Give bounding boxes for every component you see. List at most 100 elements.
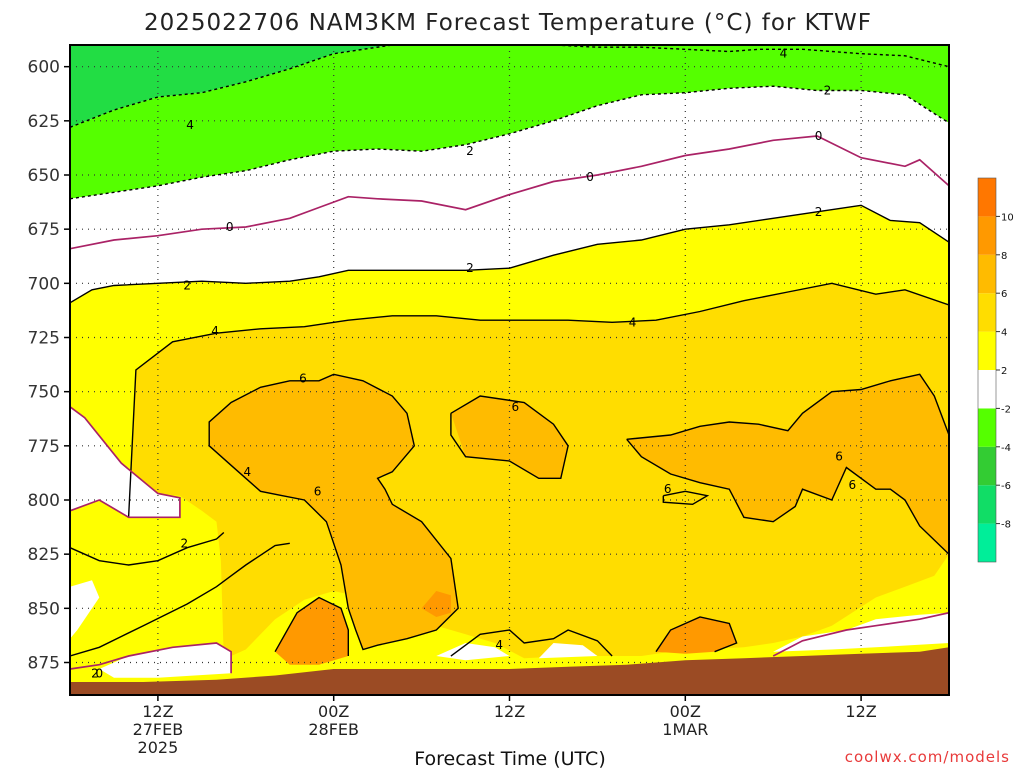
temperature-band-8 [275, 597, 349, 665]
contour-label-extra-6: 4 [211, 324, 219, 338]
contour-label-5: 6 [299, 372, 307, 386]
shaded-temperature-bands [70, 45, 949, 695]
y-tick-label-875: 875 [28, 654, 60, 674]
contour-label-3: 2 [466, 261, 474, 275]
contour-label-extra-4: 2 [815, 205, 823, 219]
temperature-band-5 [209, 374, 459, 650]
contour-label-15: 0 [95, 666, 103, 680]
contour-label-1: 2 [466, 144, 474, 158]
y-tick-label-725: 725 [28, 329, 60, 349]
temperature-band-12 [70, 580, 100, 639]
contour-label-extra-7: 4 [243, 465, 251, 479]
contour-label-12: 2 [180, 536, 188, 550]
contour-line-4 [127, 282, 949, 518]
colorbar-label-7: 8 [1001, 251, 1007, 262]
y-tick-label-750: 750 [28, 383, 60, 403]
temperature-band-7 [626, 374, 949, 555]
temperature-band-10 [421, 591, 451, 617]
contour-line-1 [70, 85, 949, 200]
x-tick-label-30-0: 12Z [494, 702, 525, 721]
y-tick-label-825: 825 [28, 545, 60, 565]
contour-line-12 [70, 531, 225, 566]
contour-label-extra-3: 0 [226, 220, 234, 234]
y-axis: 600 625 650 675 700 725 750 775 800 825 850 875 [28, 58, 70, 674]
colorbar-swatch-4 [978, 370, 996, 409]
temperature-band-15 [538, 643, 598, 659]
colorbar-label-8: 10 [1001, 212, 1014, 223]
colorbar-label-0: -8 [1001, 520, 1011, 531]
y-tick-label-800: 800 [28, 491, 60, 511]
contour-label-extra-0: 4 [780, 47, 788, 61]
x-tick-label-42-1: 1MAR [662, 720, 708, 739]
temperature-band-13 [99, 643, 232, 678]
terrain [70, 647, 949, 695]
contour-line-13 [70, 542, 290, 657]
contour-line-10 [655, 616, 738, 653]
contour-line-3 [70, 204, 949, 304]
credit-text: coolwx.com/models [845, 748, 1010, 766]
ground-terrain [70, 647, 949, 695]
contour-lines [70, 45, 949, 674]
contour-line-7 [626, 373, 949, 440]
y-tick-label-775: 775 [28, 437, 60, 457]
temperature-band-9 [656, 617, 737, 654]
colorbar-label-1: -6 [1001, 481, 1011, 492]
chart-title: 2025022706 NAM3KM Forecast Temperature (… [144, 10, 872, 36]
x-tick-label-18-1: 28FEB [308, 720, 359, 739]
contour-line-9 [274, 596, 349, 656]
y-tick-label-600: 600 [28, 58, 60, 78]
contour-label-4: 4 [629, 315, 637, 329]
y-tick-label-700: 700 [28, 274, 60, 294]
contour-label-extra-1: 2 [824, 84, 832, 98]
contour-line-6 [450, 395, 569, 479]
contour-label-13: 2 [91, 666, 99, 680]
x-tick-label-54-0: 12Z [845, 702, 876, 721]
contour-label-extra-2: 0 [815, 129, 823, 143]
temperature-band-14 [436, 643, 510, 661]
contour-line-14 [450, 629, 613, 657]
x-tick-label-42-0: 00Z [670, 702, 701, 721]
x-tick-label-18-0: 00Z [318, 702, 349, 721]
colorbar-swatch-7 [978, 254, 996, 294]
contour-line-5 [208, 373, 459, 651]
contour-label-0: 4 [186, 118, 194, 132]
temperature-band-16 [773, 612, 949, 652]
contour-label-7: 6 [835, 450, 843, 464]
colorbar-swatch-0 [978, 523, 996, 562]
contour-label-2: 0 [586, 170, 594, 184]
contour-line-2 [70, 135, 949, 250]
colorbar-swatch-5 [978, 331, 996, 370]
colorbar-swatch-9 [978, 178, 996, 217]
colorbar-swatch-1 [978, 485, 996, 524]
y-tick-label-850: 850 [28, 599, 60, 619]
colorbar-swatch-6 [978, 293, 996, 332]
contour-line-0 [70, 45, 949, 128]
contour-label-14: 4 [495, 638, 503, 652]
x-axis-title: Forecast Time (UTC) [414, 748, 605, 768]
colorbar-swatch-2 [978, 446, 996, 486]
contour-line-11 [70, 406, 181, 519]
contour-label-extra-9: 6 [848, 478, 856, 492]
contour-label-17: 6 [664, 482, 672, 496]
x-tick-label-6-0: 12Z [142, 702, 173, 721]
colorbar-swatch-8 [978, 216, 996, 255]
contour-label-extra-5: 2 [183, 279, 191, 293]
contour-line-8 [626, 438, 949, 555]
contour-line-16 [772, 611, 949, 657]
colorbar-legend: -8 -6 -4 -2 2 4 6 8 10 [977, 177, 1014, 563]
colorbar-label-6: 6 [1001, 289, 1007, 300]
y-tick-label-675: 675 [28, 220, 60, 240]
colorbar-label-5: 4 [1001, 328, 1007, 339]
x-tick-label-6-1: 27FEB [133, 720, 184, 739]
colorbar-label-2: -4 [1001, 443, 1011, 454]
contour-label-extra-8: 6 [314, 484, 322, 498]
x-tick-label-6-2: 2025 [138, 738, 179, 757]
y-tick-label-650: 650 [28, 166, 60, 186]
temperature-band-0 [70, 45, 949, 128]
contour-line-17 [662, 490, 710, 506]
temperature-band-1 [70, 45, 949, 199]
